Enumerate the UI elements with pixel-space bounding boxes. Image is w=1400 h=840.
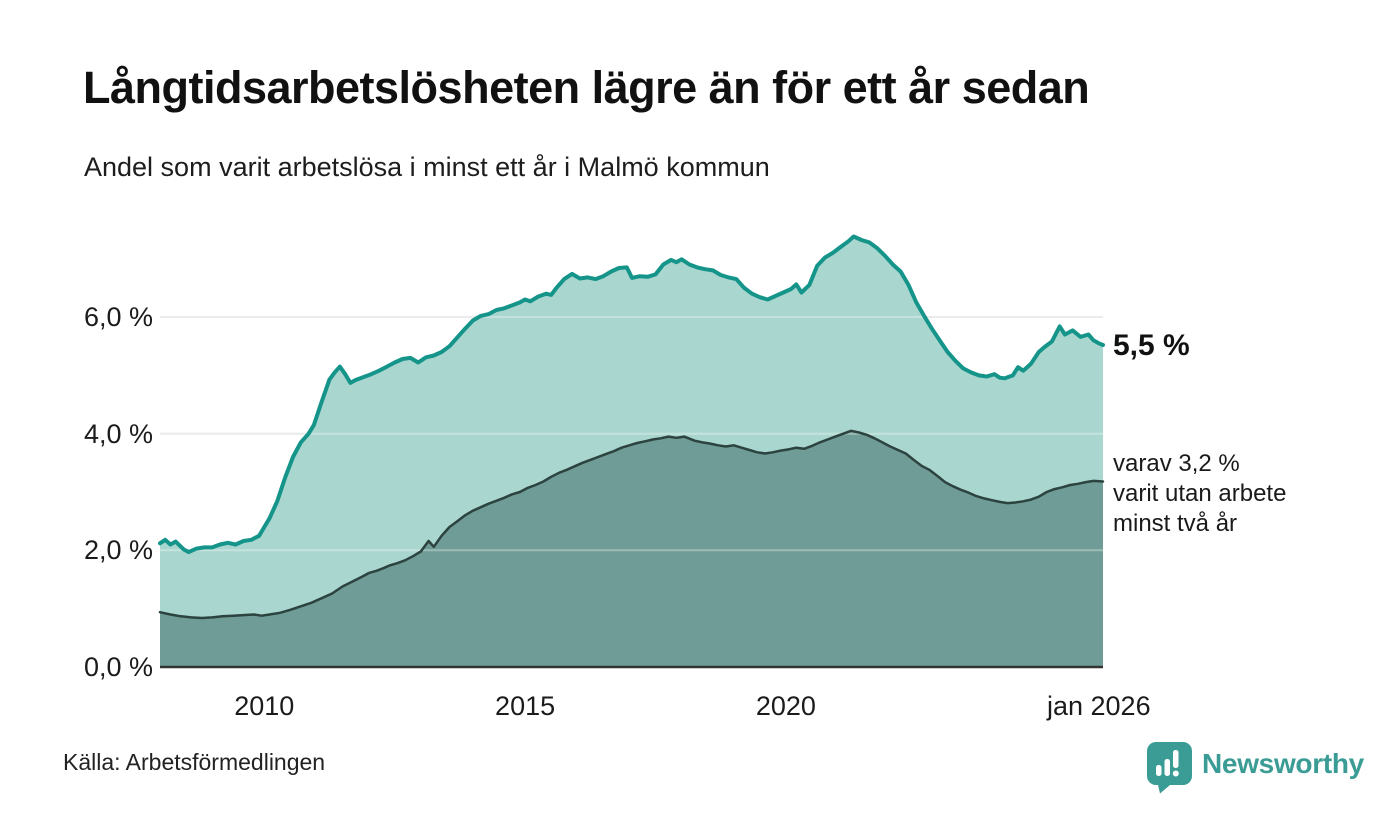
newsworthy-icon: [1147, 742, 1192, 794]
area-minst-tva-ar: [160, 430, 1103, 667]
x-tick-label: jan 2026: [1046, 691, 1151, 721]
x-tick-label: 2010: [234, 691, 295, 721]
y-tick-label: 6,0 %: [83, 302, 153, 333]
y-tick-label: 2,0 %: [83, 535, 153, 566]
x-tick-label: 2015: [495, 691, 556, 721]
newsworthy-icon-bars: [1156, 750, 1179, 777]
latest-value-label: 5,5 %: [1113, 329, 1190, 362]
source-note: Källa: Arbetsförmedlingen: [63, 749, 326, 775]
y-tick-label: 0,0 %: [83, 652, 153, 682]
y-tick-label: 4,0 %: [83, 418, 153, 449]
line-minst-ett-ar: [158, 234, 1105, 555]
secondary-value-label: varav 3,2 % varit utan arbete minst två …: [1113, 450, 1287, 537]
line-minst-tva-ar: [158, 429, 1105, 620]
page-subtitle: Andel som varit arbetslösa i minst ett å…: [84, 152, 770, 182]
x-tick-label: 2020: [755, 691, 816, 721]
newsworthy-logo: Newsworthy: [1146, 741, 1364, 794]
page-title: Långtidsarbetslösheten lägre än för ett …: [83, 62, 1090, 113]
newsworthy-wordmark: Newsworthy: [1202, 748, 1364, 779]
